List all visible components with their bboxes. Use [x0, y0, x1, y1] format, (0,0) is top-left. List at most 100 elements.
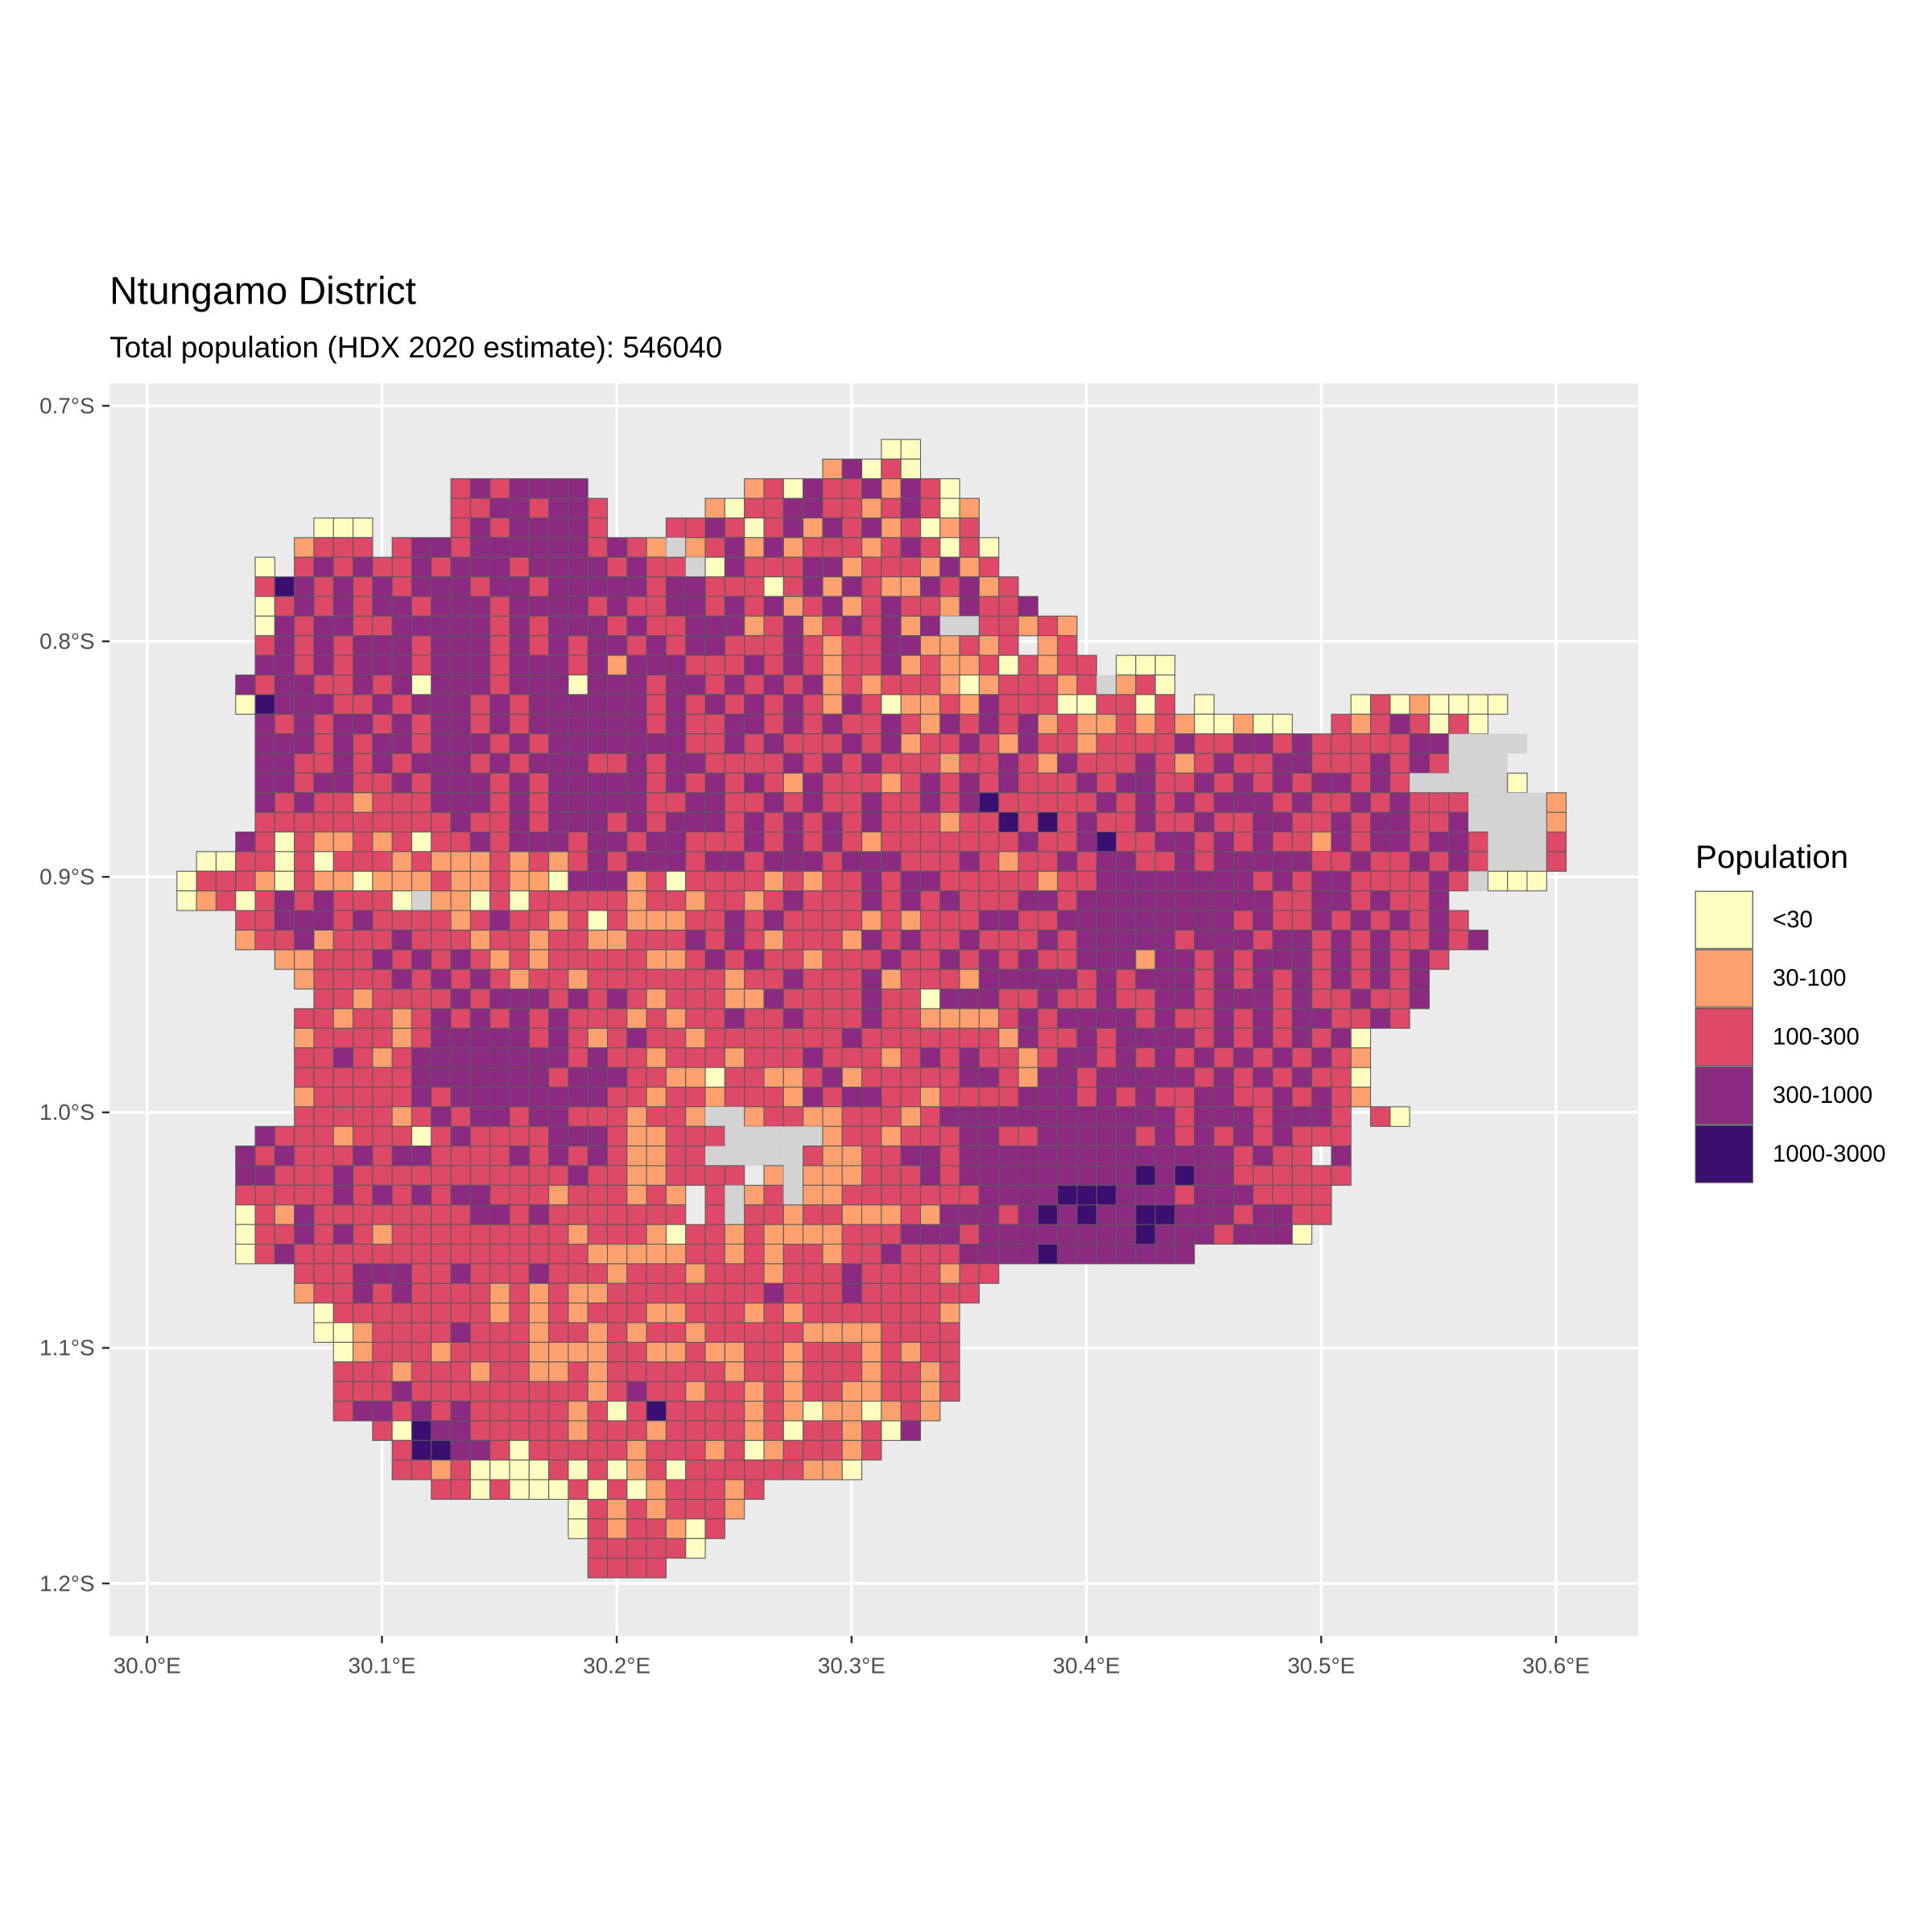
- cell: [607, 1106, 628, 1127]
- cell: [1135, 1184, 1156, 1206]
- cell: [587, 674, 609, 696]
- cell: [998, 929, 1019, 951]
- cell: [822, 1047, 843, 1068]
- cell: [313, 654, 334, 676]
- cell: [1350, 733, 1372, 754]
- cell: [411, 1263, 432, 1284]
- cell: [391, 1401, 413, 1422]
- cell: [489, 851, 510, 872]
- cell: [665, 1027, 687, 1049]
- cell: [646, 654, 667, 676]
- cell: [1331, 949, 1352, 970]
- cell: [724, 517, 745, 539]
- cell: [626, 792, 647, 813]
- cell: [587, 1401, 609, 1422]
- cell: [959, 713, 980, 735]
- cell: [1194, 989, 1215, 1009]
- cell: [861, 1008, 882, 1029]
- cell: [1076, 1184, 1097, 1206]
- cell: [724, 1027, 745, 1049]
- cell: [782, 1282, 804, 1304]
- cell: [509, 576, 530, 597]
- cell: [548, 674, 569, 696]
- cell: [919, 949, 941, 970]
- cell: [274, 910, 295, 931]
- cell: [1350, 890, 1372, 911]
- cell: [450, 654, 471, 676]
- cell: [841, 615, 863, 637]
- cell: [1037, 811, 1059, 833]
- cell: [881, 1067, 902, 1088]
- cell: [587, 1263, 609, 1284]
- cell: [626, 1381, 647, 1402]
- cell: [1291, 989, 1313, 1009]
- cell: [646, 870, 667, 892]
- cell: [1213, 1008, 1234, 1029]
- cell: [372, 890, 393, 911]
- cell: [803, 1086, 824, 1108]
- cell: [607, 1322, 628, 1343]
- cell: [353, 654, 374, 676]
- cell: [1135, 1086, 1156, 1108]
- cell: [704, 1165, 725, 1186]
- cell: [861, 596, 882, 617]
- cell: [919, 1302, 941, 1323]
- cell: [372, 1146, 393, 1166]
- cell: [1232, 792, 1254, 813]
- cell: [744, 1459, 765, 1480]
- cell: [998, 772, 1019, 794]
- cell: [1291, 792, 1313, 813]
- cell: [704, 1224, 725, 1245]
- cell: [372, 556, 393, 578]
- cell: [1194, 713, 1215, 735]
- cell: [411, 811, 432, 833]
- cell: [1135, 910, 1156, 931]
- cell: [372, 1204, 393, 1225]
- cell: [626, 968, 647, 990]
- cell: [254, 615, 275, 637]
- cell: [1174, 929, 1195, 951]
- cell: [332, 989, 354, 1009]
- cell: [607, 1558, 628, 1579]
- cell: [1331, 832, 1352, 852]
- cell: [841, 989, 863, 1009]
- cell: [919, 478, 941, 499]
- cell: [548, 694, 569, 715]
- cell: [313, 576, 334, 597]
- cell: [489, 910, 510, 931]
- cell: [450, 1322, 471, 1343]
- cell: [450, 772, 471, 794]
- cell: [607, 890, 628, 911]
- cell: [353, 1204, 374, 1225]
- cell: [1076, 989, 1097, 1009]
- cell: [431, 654, 452, 676]
- cell: [1096, 753, 1117, 774]
- cell: [548, 989, 569, 1009]
- cell: [469, 1341, 491, 1363]
- cell: [822, 556, 843, 578]
- cell: [763, 1420, 784, 1441]
- no-data-cell: [1488, 832, 1508, 852]
- cell: [1546, 811, 1567, 833]
- cell: [313, 674, 334, 696]
- cell: [841, 1282, 863, 1304]
- cell: [900, 851, 922, 872]
- cell: [1272, 870, 1293, 892]
- cell: [1291, 1008, 1313, 1029]
- cell: [1468, 832, 1488, 852]
- cell: [469, 851, 491, 872]
- cell: [1057, 1047, 1078, 1068]
- cell: [1311, 1165, 1332, 1186]
- cell: [332, 556, 354, 578]
- cell: [313, 1125, 334, 1147]
- cell: [1057, 753, 1078, 774]
- cell: [509, 968, 530, 990]
- cell: [978, 929, 1000, 951]
- cell: [372, 1322, 393, 1343]
- cell: [294, 1165, 315, 1186]
- cell: [489, 753, 510, 774]
- cell: [959, 753, 980, 774]
- cell: [607, 1420, 628, 1441]
- cell: [646, 1184, 667, 1206]
- cell: [1116, 654, 1137, 676]
